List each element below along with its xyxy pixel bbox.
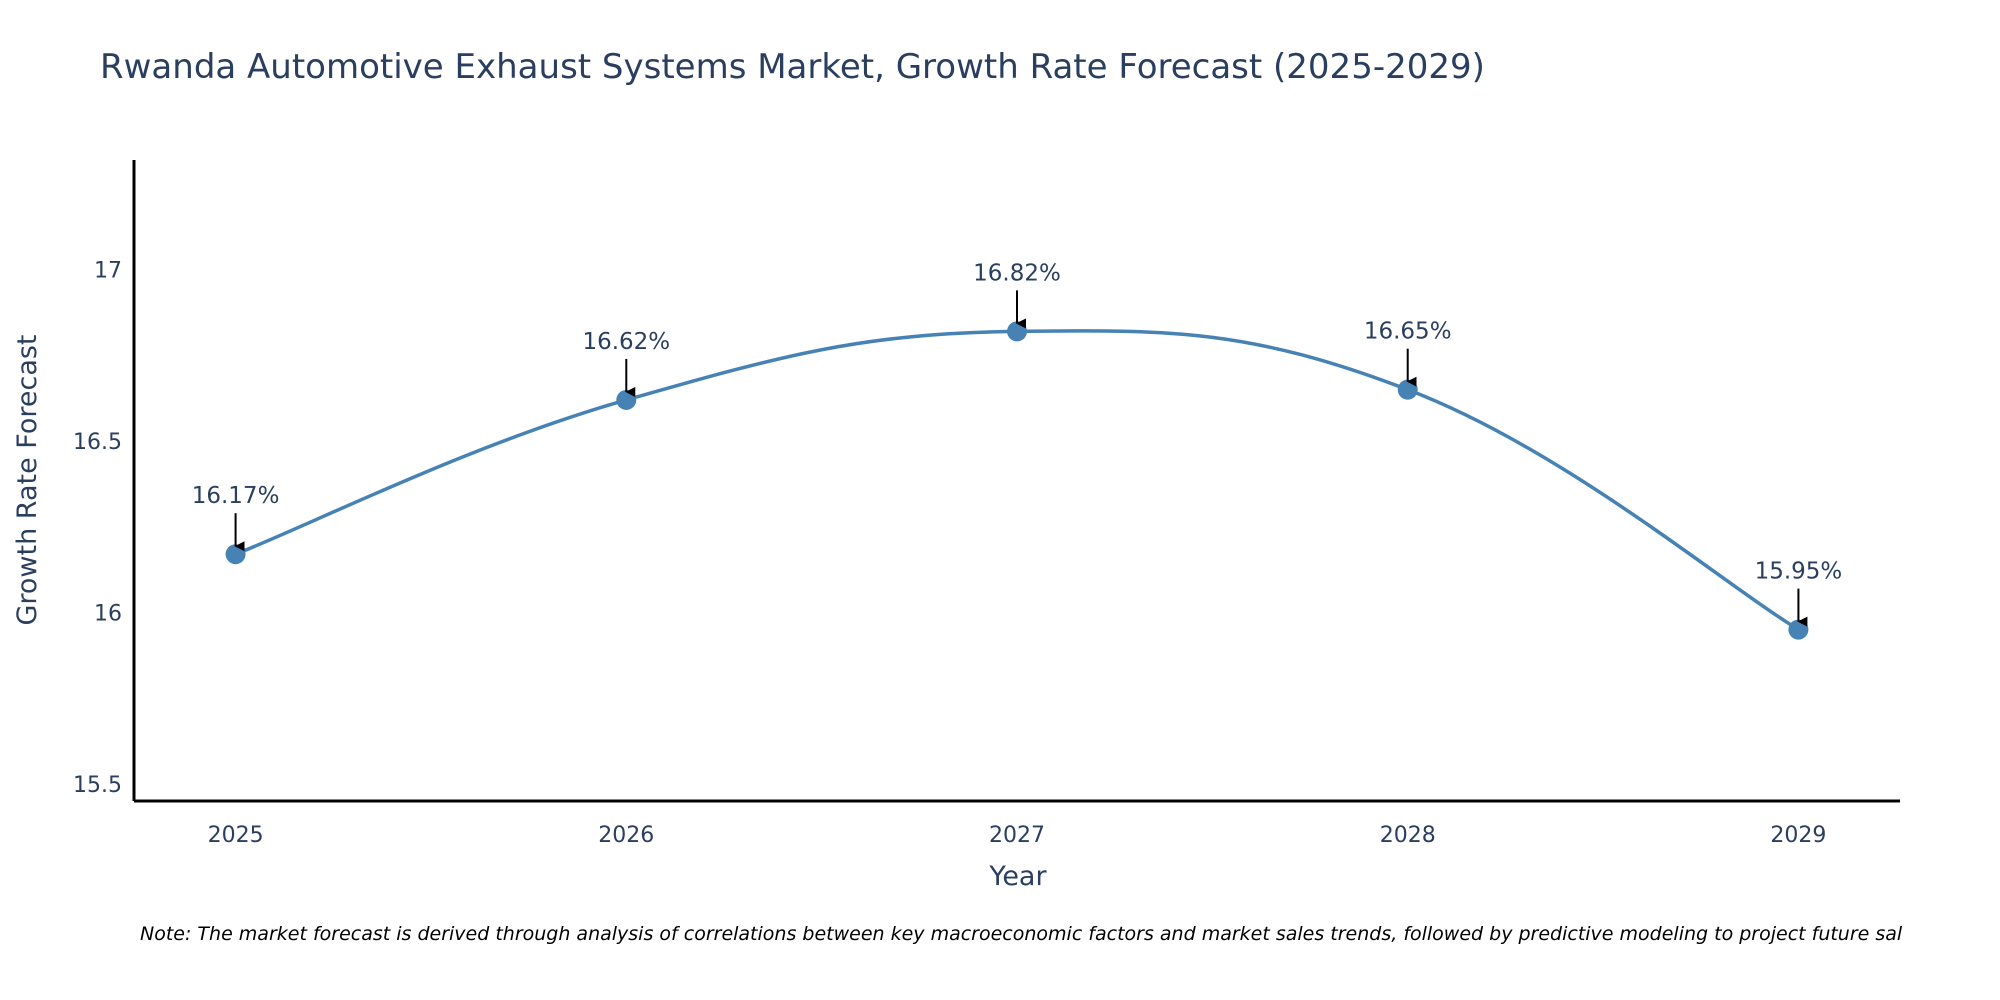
x-tick-label: 2029	[1770, 823, 1826, 848]
data-points	[225, 321, 1809, 640]
chart-title: Rwanda Automotive Exhaust Systems Market…	[100, 47, 1485, 87]
data-point	[225, 544, 246, 565]
y-axis-title: Growth Rate Forecast	[12, 334, 43, 625]
data-point	[1788, 619, 1809, 640]
y-tick-label: 16	[94, 601, 122, 626]
data-point	[1397, 379, 1418, 400]
data-label: 16.65%	[1364, 319, 1452, 345]
y-tick-label: 15.5	[73, 773, 122, 798]
data-label: 15.95%	[1755, 559, 1843, 585]
data-label: 16.17%	[192, 483, 280, 509]
data-label: 16.62%	[582, 329, 670, 355]
data-point	[1007, 321, 1027, 342]
y-tick-label: 17	[94, 259, 122, 284]
data-point	[616, 389, 637, 410]
x-tick-label: 2027	[989, 823, 1045, 848]
x-tick-label: 2025	[208, 823, 264, 848]
y-tick-label: 16.5	[73, 430, 122, 455]
y-tick-labels: 15.5 16 16.5 17	[73, 259, 122, 798]
x-tick-label: 2026	[598, 823, 654, 848]
series-line-growth-rate	[234, 329, 1800, 632]
x-tick-labels: 2025 2026 2027 2028 2029	[208, 823, 1827, 848]
x-axis-title: Year	[988, 861, 1047, 892]
chart-note: Note: The market forecast is derived thr…	[140, 923, 1903, 945]
data-labels: 16.17% 16.62% 16.82% 16.65% 15.95%	[192, 260, 1843, 627]
x-tick-label: 2028	[1380, 823, 1436, 848]
data-label: 16.82%	[973, 260, 1061, 286]
